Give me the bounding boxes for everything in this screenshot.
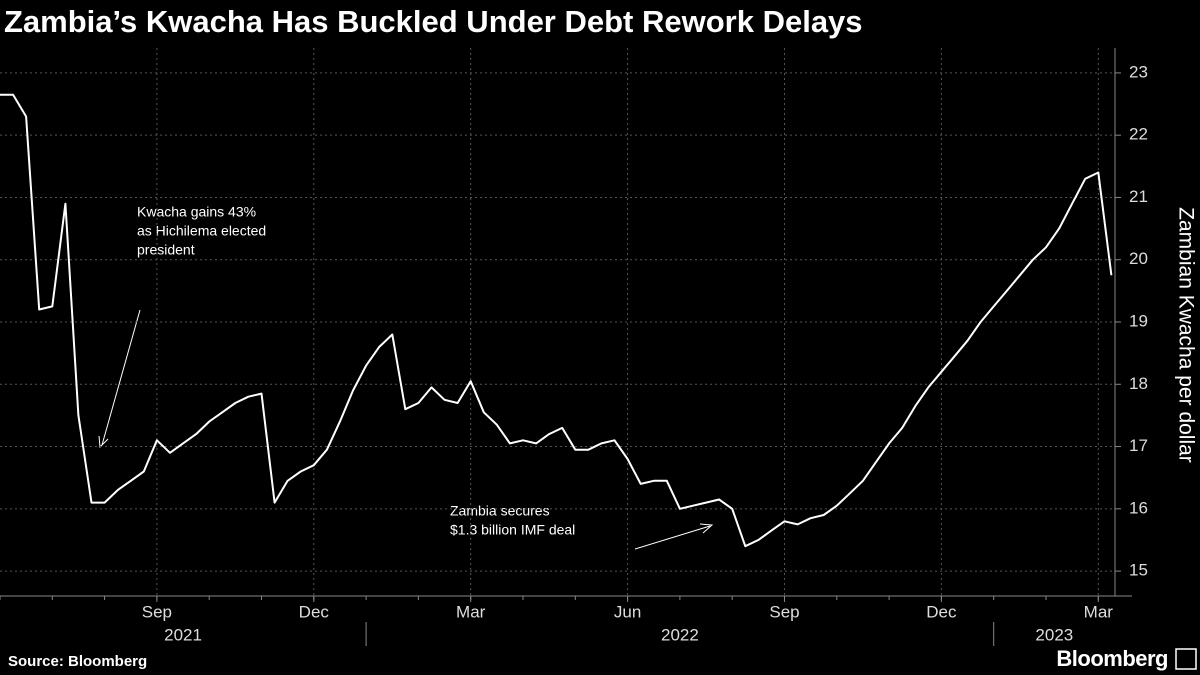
year-label: 2022: [661, 625, 699, 644]
annotation-line: Kwacha gains 43%: [137, 204, 256, 220]
x-tick-label: Sep: [769, 602, 799, 621]
y-tick-label: 20: [1129, 249, 1148, 268]
year-label: 2023: [1035, 625, 1073, 644]
x-tick-label: Jun: [614, 602, 641, 621]
arrow: [101, 309, 141, 446]
y-tick-label: 15: [1129, 561, 1148, 580]
brand: Bloomberg: [1056, 646, 1168, 671]
y-tick-label: 19: [1129, 311, 1148, 330]
y-axis-label: Zambian Kwacha per dollar: [1174, 207, 1197, 463]
arrow: [634, 525, 711, 550]
y-tick-label: 17: [1129, 436, 1148, 455]
annotation-line: as Hichilema elected: [137, 223, 266, 239]
annotation: Kwacha gains 43% as Hichilema elected pres…: [137, 204, 266, 258]
source: Source: Bloomberg: [8, 653, 147, 670]
y-tick-label: 18: [1129, 374, 1148, 393]
chart-title: Zambia’s Kwacha Has Buckled Under Debt R…: [4, 4, 863, 39]
series-line: [0, 93, 1113, 548]
x-tick-label: Dec: [926, 602, 957, 621]
y-tick-label: 23: [1129, 62, 1148, 81]
annotation-line: Zambia secures: [450, 503, 550, 519]
x-tick-label: Dec: [299, 602, 330, 621]
y-tick-label: 22: [1129, 125, 1148, 144]
x-tick-label: Mar: [1084, 602, 1114, 621]
x-tick-label: Mar: [456, 602, 486, 621]
annotation-line: $1.3 billion IMF deal: [450, 522, 575, 538]
y-tick-label: 21: [1129, 187, 1148, 206]
annotation-line: president: [137, 242, 195, 258]
year-label: 2021: [164, 625, 202, 644]
annotation: Zambia secures $1.3 billion IMF deal: [450, 503, 575, 538]
x-tick-label: Sep: [142, 602, 172, 621]
brand-icon: [1175, 648, 1197, 670]
y-tick-label: 16: [1129, 498, 1148, 517]
arrow-head: [699, 523, 714, 534]
